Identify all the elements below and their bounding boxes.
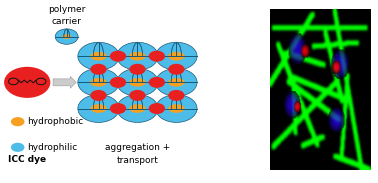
Circle shape	[149, 77, 165, 88]
Circle shape	[149, 103, 165, 114]
Circle shape	[117, 42, 158, 70]
Circle shape	[110, 103, 126, 114]
Ellipse shape	[129, 52, 146, 61]
Circle shape	[117, 95, 158, 122]
Circle shape	[156, 68, 197, 96]
Ellipse shape	[62, 34, 71, 39]
Ellipse shape	[90, 78, 107, 87]
Circle shape	[129, 90, 146, 101]
Circle shape	[110, 51, 126, 62]
Circle shape	[78, 68, 119, 96]
Ellipse shape	[168, 78, 184, 87]
Circle shape	[55, 29, 78, 44]
Circle shape	[4, 67, 50, 98]
Circle shape	[129, 64, 146, 75]
Circle shape	[149, 51, 165, 62]
Circle shape	[156, 42, 197, 70]
Text: hydrophobic: hydrophobic	[27, 117, 83, 126]
Circle shape	[11, 143, 25, 152]
Ellipse shape	[168, 104, 184, 113]
Circle shape	[78, 95, 119, 122]
Circle shape	[11, 117, 25, 126]
Circle shape	[78, 42, 119, 70]
Circle shape	[168, 64, 184, 75]
Text: ICC dye: ICC dye	[8, 155, 46, 164]
Text: aggregation +
transport: aggregation + transport	[105, 143, 170, 165]
FancyArrow shape	[53, 76, 76, 88]
Ellipse shape	[90, 52, 107, 61]
Circle shape	[90, 90, 107, 101]
Ellipse shape	[129, 104, 146, 113]
Ellipse shape	[168, 52, 184, 61]
Circle shape	[168, 90, 184, 101]
Text: hydrophilic: hydrophilic	[27, 143, 77, 152]
Text: polymer
carrier: polymer carrier	[48, 5, 85, 26]
Circle shape	[110, 77, 126, 88]
Circle shape	[117, 68, 158, 96]
Ellipse shape	[90, 104, 107, 113]
Circle shape	[90, 64, 107, 75]
Ellipse shape	[129, 78, 146, 87]
Circle shape	[156, 95, 197, 122]
